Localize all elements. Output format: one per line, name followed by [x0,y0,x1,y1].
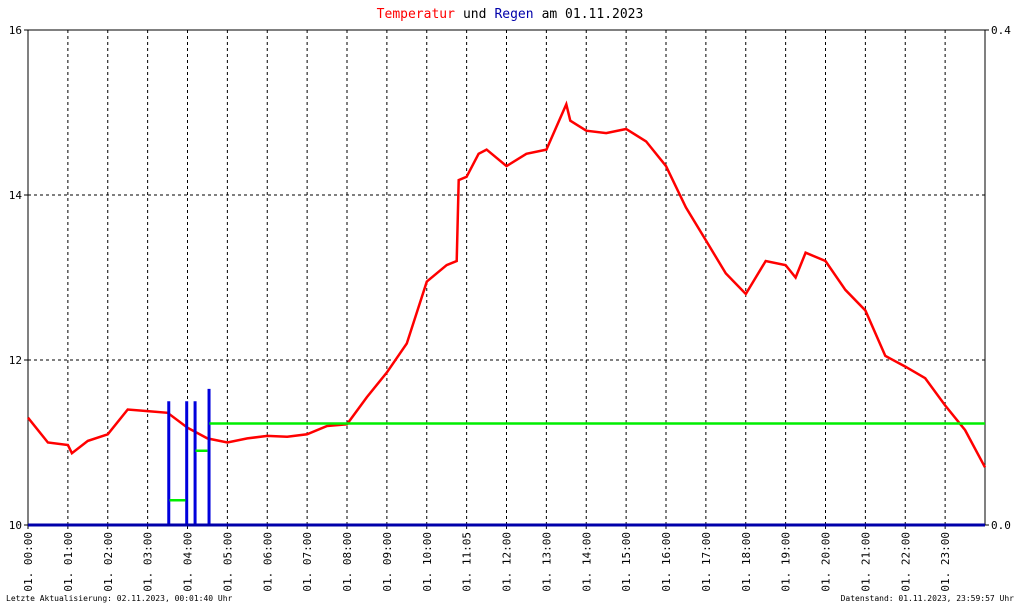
rain-bar [193,401,197,525]
x-tick-label: 01. 07:00 [301,532,314,592]
y-tick-label: 14 [9,189,23,202]
x-tick-label: 01. 00:00 [22,532,35,592]
rain-bar [207,388,211,525]
x-tick-label: 01. 10:00 [421,532,434,592]
y-tick-label: 16 [9,24,22,37]
series-line [169,422,985,502]
x-tick-label: 01. 08:00 [341,532,354,592]
rain-bar [185,401,189,525]
rain-bar [167,401,171,525]
x-tick-label: 01. 13:00 [540,532,553,592]
footer-left: Letzte Aktualisierung: 02.11.2023, 00:01… [6,594,233,603]
x-tick-label: 01. 15:00 [620,532,633,592]
x-tick-label: 01. 03:00 [142,532,155,592]
x-tick-label: 01. 05:00 [221,532,234,592]
y2-tick-label: 0.4 [991,24,1011,37]
x-tick-label: 01. 09:00 [381,532,394,592]
x-tick-label: 01. 23:00 [939,532,952,592]
title-part: Temperatur [377,7,455,22]
x-tick-label: 01. 16:00 [660,532,673,592]
x-tick-label: 01. 18:00 [740,532,753,592]
y-tick-label: 10 [9,519,22,532]
x-tick-label: 01. 17:00 [700,532,713,592]
x-tick-label: 01. 11:05 [461,532,474,592]
x-tick-label: 01. 01:00 [62,532,75,592]
x-tick-label: 01. 02:00 [102,532,115,592]
title-part: am 01.11.2023 [542,7,644,22]
y2-tick-label: 0.0 [991,519,1011,532]
title-part: Regen [494,7,533,22]
chart-title: Temperatur und Regen am 01.11.2023 [377,7,644,22]
x-tick-label: 01. 04:00 [182,532,195,592]
x-tick-label: 01. 06:00 [261,532,274,592]
x-tick-label: 01. 19:00 [780,532,793,592]
x-tick-label: 01. 21:00 [859,532,872,592]
y-tick-label: 12 [9,354,22,367]
x-tick-label: 01. 12:00 [501,532,514,592]
x-tick-label: 01. 14:00 [580,532,593,592]
title-part: und [463,7,486,22]
footer-right: Datenstand: 01.11.2023, 23:59:57 Uhr [841,594,1015,603]
x-tick-label: 01. 20:00 [820,532,833,592]
x-tick-label: 01. 22:00 [899,532,912,592]
